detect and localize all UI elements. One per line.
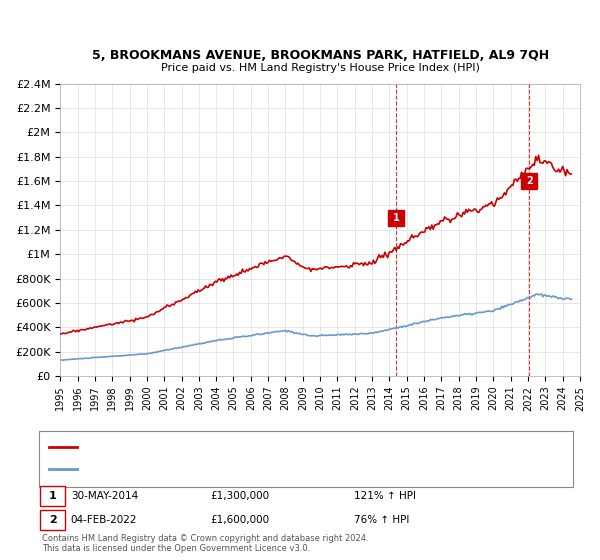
Text: 1: 1 xyxy=(393,213,400,223)
Text: 121% ↑ HPI: 121% ↑ HPI xyxy=(354,491,416,501)
Title: 5, BROOKMANS AVENUE, BROOKMANS PARK, HATFIELD, AL9 7QH: 5, BROOKMANS AVENUE, BROOKMANS PARK, HAT… xyxy=(92,49,548,62)
Text: Price paid vs. HM Land Registry's House Price Index (HPI): Price paid vs. HM Land Registry's House … xyxy=(161,63,479,73)
Text: 2: 2 xyxy=(49,515,56,525)
Text: £1,600,000: £1,600,000 xyxy=(210,515,269,525)
Text: 04-FEB-2022: 04-FEB-2022 xyxy=(71,515,137,525)
Text: 5, BROOKMANS AVENUE, BROOKMANS PARK, HATFIELD, AL9 7QH (detached house): 5, BROOKMANS AVENUE, BROOKMANS PARK, HAT… xyxy=(83,443,458,452)
Text: Contains HM Land Registry data © Crown copyright and database right 2024.
This d: Contains HM Land Registry data © Crown c… xyxy=(42,534,368,553)
Text: £1,300,000: £1,300,000 xyxy=(210,491,269,501)
Text: 76% ↑ HPI: 76% ↑ HPI xyxy=(354,515,409,525)
Text: 30-MAY-2014: 30-MAY-2014 xyxy=(71,491,138,501)
Text: 2: 2 xyxy=(526,176,533,186)
Text: HPI: Average price, detached house, Welwyn Hatfield: HPI: Average price, detached house, Welw… xyxy=(83,465,324,474)
Text: 1: 1 xyxy=(49,491,56,501)
